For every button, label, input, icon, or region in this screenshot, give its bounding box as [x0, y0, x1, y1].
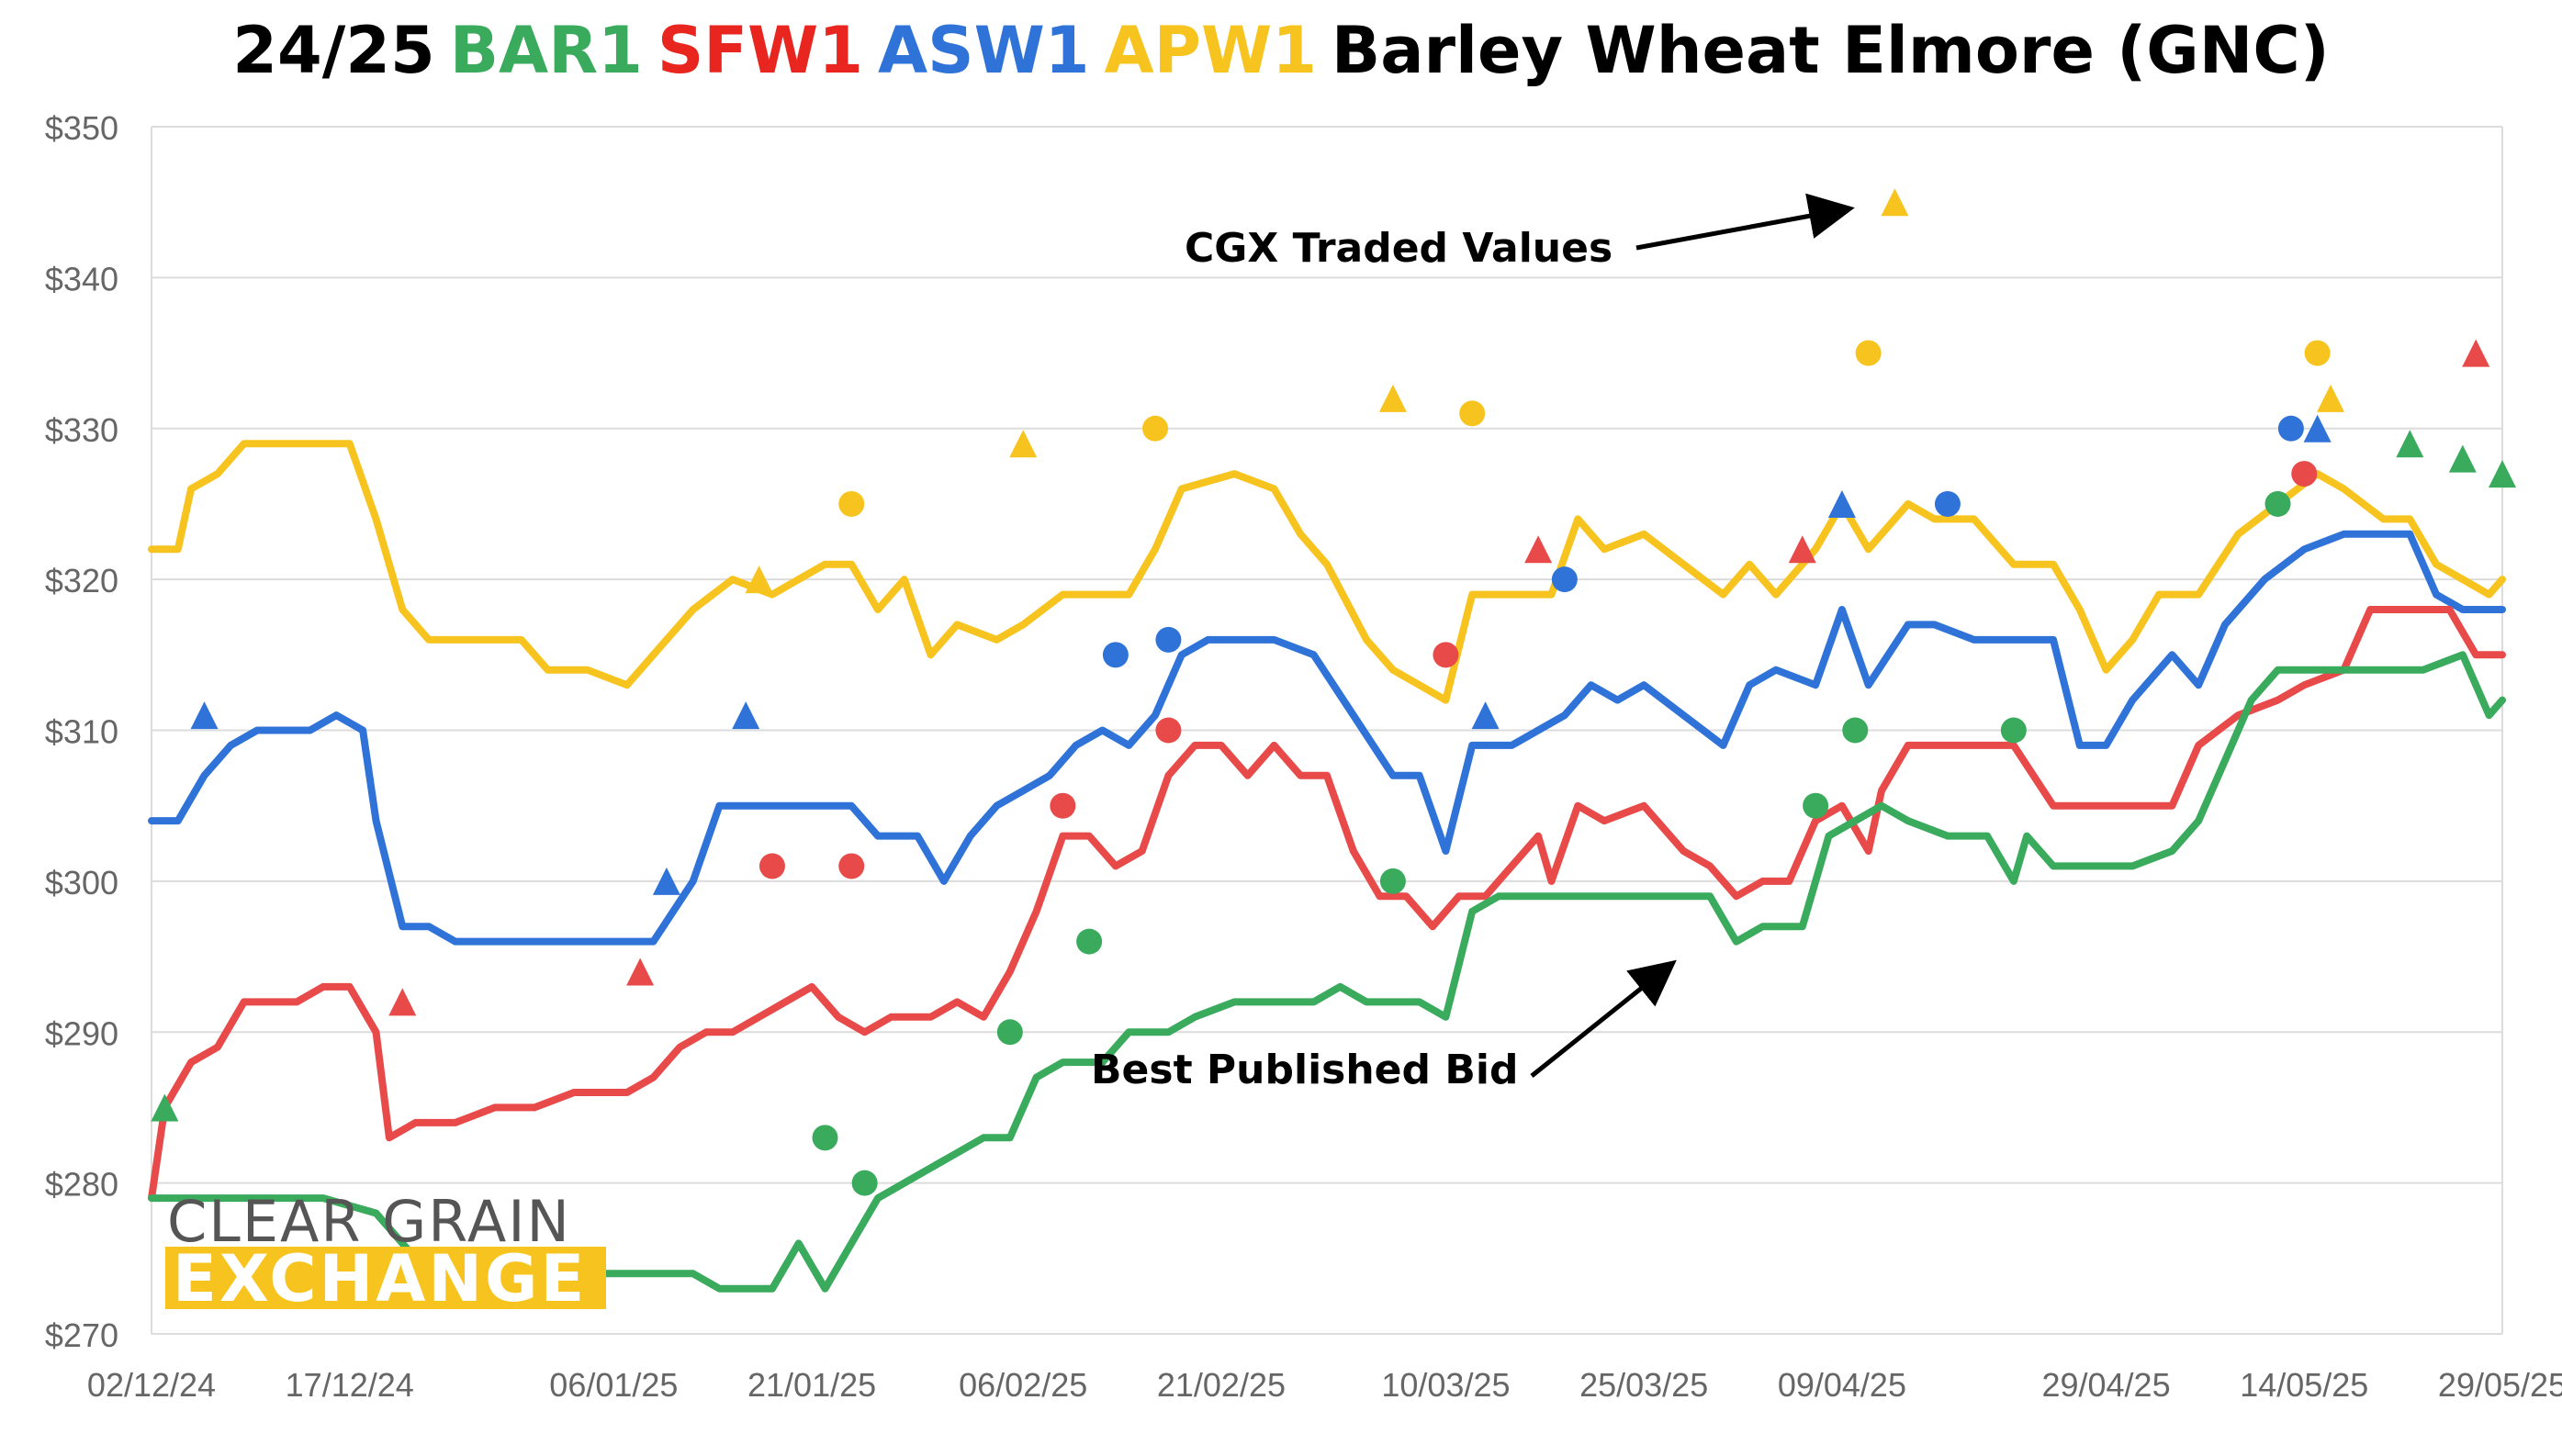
traded-point-sfw1 [838, 853, 865, 879]
annotation-traded-arrow [1635, 193, 1855, 251]
y-tick-label: $330 [45, 411, 118, 449]
traded-point-bar1 [812, 1125, 838, 1151]
series-line-apw1 [148, 440, 2506, 704]
traded-point-apw1 [1378, 384, 1407, 412]
traded-point-apw1 [745, 566, 773, 594]
title-prefix: 24/25 [232, 13, 435, 88]
y-tick-label: $290 [45, 1014, 118, 1052]
title-grade-bar1: BAR1 [449, 13, 643, 88]
annotation-bid: Best Published Bid [1091, 1047, 1518, 1093]
logo-line1: CLEAR GRAIN [167, 1188, 571, 1255]
y-tick-label: $270 [45, 1316, 118, 1354]
traded-point-sfw1 [1433, 642, 1459, 668]
traded-point-bar1 [1076, 928, 1103, 955]
y-tick-label: $340 [45, 260, 118, 297]
traded-point-apw1 [1459, 400, 1486, 427]
y-tick-label: $300 [45, 864, 118, 902]
title-grade-asw1: ASW1 [877, 13, 1090, 88]
traded-point-sfw1 [1155, 717, 1182, 744]
traded-point-apw1 [2317, 384, 2345, 412]
x-tick-label: 09/04/25 [1778, 1366, 1906, 1404]
traded-point-asw1 [1155, 626, 1182, 653]
logo-line2: EXCHANGE [173, 1241, 587, 1316]
x-tick-label: 21/02/25 [1157, 1366, 1286, 1404]
traded-point-asw1 [2277, 415, 2304, 442]
traded-point-bar1 [996, 1019, 1023, 1046]
x-tick-label: 02/12/24 [87, 1366, 216, 1404]
x-tick-label: 06/01/25 [549, 1366, 678, 1404]
traded-point-sfw1 [758, 853, 785, 879]
traded-point-sfw1 [2462, 339, 2490, 367]
x-tick-label: 06/02/25 [959, 1366, 1087, 1404]
traded-point-asw1 [1102, 642, 1129, 668]
grid [151, 126, 2503, 1335]
traded-point-bar1 [2448, 444, 2477, 473]
title-suffix: Barley Wheat Elmore (GNC) [1331, 13, 2330, 88]
traded-point-apw1 [1881, 188, 1909, 217]
traded-point-sfw1 [626, 958, 655, 986]
traded-points [151, 188, 2516, 1196]
title-grade-apw1: APW1 [1104, 13, 1317, 88]
traded-point-asw1 [1827, 489, 1856, 518]
series-line-sfw1 [148, 606, 2506, 1203]
traded-point-apw1 [838, 490, 865, 517]
traded-point-asw1 [652, 867, 680, 895]
x-tick-label: 25/03/25 [1579, 1366, 1708, 1404]
traded-point-bar1 [1379, 868, 1406, 894]
traded-point-bar1 [2264, 490, 2291, 517]
traded-point-sfw1 [1788, 535, 1816, 564]
traded-point-bar1 [851, 1170, 878, 1196]
traded-point-asw1 [190, 701, 219, 730]
series-line-asw1 [148, 530, 2506, 946]
traded-point-bar1 [2489, 460, 2516, 488]
y-tick-label: $310 [45, 713, 118, 751]
traded-point-bar1 [1842, 717, 1869, 744]
traded-point-apw1 [1142, 415, 1169, 442]
traded-point-asw1 [732, 701, 760, 730]
traded-point-asw1 [1471, 701, 1500, 730]
x-tick-label: 29/05/25 [2438, 1366, 2562, 1404]
x-tick-label: 14/05/25 [2240, 1366, 2368, 1404]
traded-point-bar1 [2396, 430, 2424, 458]
traded-point-bar1 [2000, 717, 2027, 744]
series-lines [148, 440, 2506, 1293]
series-line-bar1 [148, 651, 2506, 1293]
traded-point-sfw1 [1050, 792, 1076, 819]
traded-point-bar1 [151, 1093, 179, 1122]
x-tick-label: 17/12/24 [286, 1366, 414, 1404]
traded-point-sfw1 [2291, 461, 2318, 487]
annotations: CGX Traded Values Best Published Bid [1091, 193, 1855, 1093]
title-grade-sfw1: SFW1 [657, 13, 863, 88]
traded-point-apw1 [1009, 430, 1038, 458]
y-tick-label: $350 [45, 109, 118, 147]
logo-band [165, 1247, 606, 1309]
traded-point-sfw1 [1524, 535, 1553, 564]
traded-point-asw1 [1551, 566, 1578, 593]
x-tick-label: 10/03/25 [1381, 1366, 1510, 1404]
y-tick-label: $320 [45, 562, 118, 599]
traded-point-asw1 [2303, 414, 2332, 442]
traded-point-apw1 [1855, 340, 1882, 366]
x-tick-label: 29/04/25 [2041, 1366, 2170, 1404]
clear-grain-exchange-logo: CLEAR GRAIN EXCHANGE [165, 1188, 606, 1316]
traded-point-sfw1 [388, 988, 417, 1016]
traded-point-apw1 [2304, 340, 2331, 366]
annotation-traded: CGX Traded Values [1185, 225, 1612, 272]
y-tick-label: $280 [45, 1166, 118, 1204]
traded-point-bar1 [1803, 792, 1829, 819]
y-axis: $350 $340 $330 $320 $310 $300 $290 $280 $270 [45, 109, 118, 1354]
chart-title: 24/25 BAR1 SFW1 ASW1 APW1 Barley Wheat Elmore… [0, 13, 2562, 88]
x-tick-label: 21/01/25 [747, 1366, 876, 1404]
annotation-bid-arrow [1530, 959, 1677, 1078]
x-axis: 02/12/24 17/12/24 06/01/25 21/01/25 06/02/25… [87, 1366, 2562, 1404]
traded-point-asw1 [1934, 490, 1961, 517]
